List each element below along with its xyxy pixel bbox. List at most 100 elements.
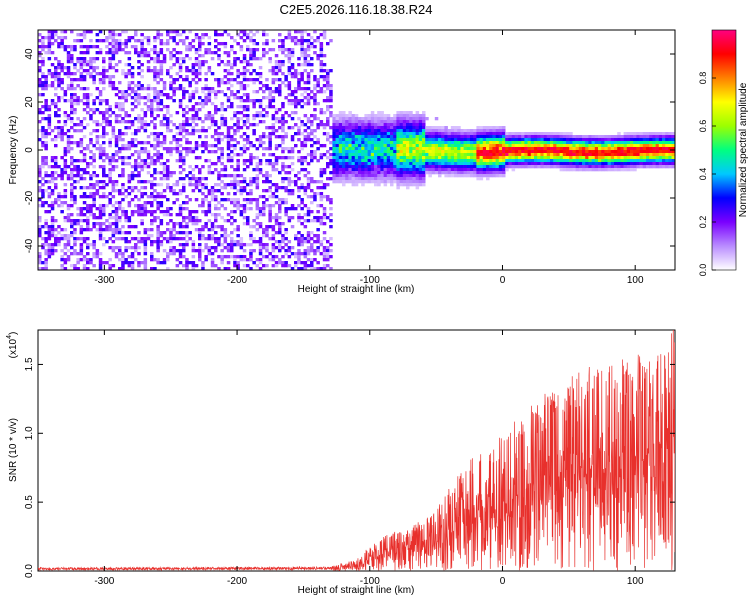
- heatmap-cell: [425, 150, 429, 154]
- heatmap-cell: [230, 90, 234, 94]
- heatmap-cell: [230, 210, 234, 214]
- heatmap-cell: [367, 117, 372, 121]
- heatmap-cell: [169, 219, 173, 223]
- heatmap-cell: [50, 138, 55, 142]
- heatmap-cell: [201, 120, 205, 124]
- heatmap-cell: [329, 156, 333, 160]
- heatmap-cell: [172, 48, 176, 52]
- heatmap-cell: [86, 69, 90, 73]
- heatmap-cell: [236, 123, 240, 127]
- heatmap-cell: [50, 222, 55, 226]
- heatmap-cell: [242, 243, 247, 247]
- heatmap-cell: [498, 156, 503, 160]
- heatmap-cell: [182, 264, 186, 268]
- heatmap-cell: [38, 69, 42, 73]
- heatmap-cell: [73, 63, 77, 67]
- heatmap-cell: [169, 51, 173, 55]
- heatmap-cell: [322, 246, 327, 250]
- heatmap-cell: [233, 144, 237, 148]
- heatmap-cell: [374, 153, 378, 157]
- heatmap-cell: [284, 237, 288, 241]
- heatmap-cell: [76, 165, 80, 169]
- heatmap-cell: [473, 156, 477, 160]
- heatmap-cell: [114, 189, 119, 193]
- heatmap-cell: [326, 96, 330, 100]
- heatmap-cell: [300, 105, 304, 109]
- heatmap-cell: [169, 252, 173, 256]
- heatmap-cell: [60, 258, 64, 262]
- heatmap-cell: [137, 54, 141, 58]
- heatmap-cell: [342, 162, 346, 166]
- heatmap-cell: [319, 75, 324, 79]
- heatmap-cell: [159, 153, 164, 157]
- heatmap-cell: [73, 201, 77, 205]
- heatmap-cell: [223, 81, 228, 85]
- heatmap-cell: [114, 42, 119, 46]
- heatmap-cell: [201, 144, 205, 148]
- heatmap-cell: [342, 126, 346, 130]
- heatmap-cell: [303, 168, 308, 172]
- heatmap-cell: [310, 180, 314, 184]
- heatmap-cell: [489, 132, 493, 136]
- heatmap-cell: [556, 162, 560, 166]
- heatmap-cell: [351, 123, 356, 127]
- heatmap-cell: [111, 36, 116, 40]
- heatmap-cell: [313, 108, 317, 112]
- heatmap-cell: [127, 192, 132, 196]
- heatmap-cell: [92, 174, 96, 178]
- heatmap-cell: [156, 132, 160, 136]
- heatmap-cell: [134, 204, 138, 208]
- heatmap-cell: [518, 165, 522, 169]
- heatmap-cell: [402, 123, 407, 127]
- heatmap-cell: [281, 48, 285, 52]
- heatmap-cell: [217, 84, 221, 88]
- heatmap-cell: [255, 162, 260, 166]
- heatmap-cell: [194, 165, 199, 169]
- heatmap-cell: [38, 234, 42, 238]
- heatmap-cell: [70, 225, 74, 229]
- heatmap-cell: [268, 138, 272, 142]
- heatmap-cell: [102, 72, 106, 76]
- heatmap-cell: [121, 186, 125, 190]
- heatmap-cell: [473, 132, 477, 136]
- heatmap-cell: [156, 30, 160, 34]
- heatmap-cell: [249, 159, 253, 163]
- heatmap-cell: [457, 141, 461, 145]
- heatmap-cell: [534, 141, 538, 145]
- heatmap-cell: [111, 111, 116, 115]
- heatmap-cell: [482, 171, 487, 175]
- heatmap-cell: [214, 120, 218, 124]
- heatmap-cell: [255, 42, 260, 46]
- heatmap-cell: [140, 33, 144, 37]
- heatmap-cell: [617, 147, 621, 151]
- heatmap-cell: [345, 123, 349, 127]
- heatmap-cell: [399, 165, 404, 169]
- heatmap-cell: [169, 234, 173, 238]
- heatmap-cell: [178, 126, 183, 130]
- heatmap-cell: [188, 123, 192, 127]
- heatmap-cell: [585, 165, 589, 169]
- heatmap-cell: [345, 153, 349, 157]
- heatmap-cell: [102, 243, 106, 247]
- heatmap-cell: [329, 159, 333, 163]
- heatmap-cell: [258, 168, 263, 172]
- heatmap-cell: [486, 141, 490, 145]
- heatmap-cell: [354, 165, 359, 169]
- heatmap-cell: [274, 156, 279, 160]
- heatmap-cell: [380, 135, 384, 139]
- heatmap-cell: [220, 186, 224, 190]
- heatmap-cell: [297, 159, 301, 163]
- heatmap-cell: [76, 213, 80, 217]
- heatmap-cell: [438, 162, 442, 166]
- heatmap-cell: [268, 204, 272, 208]
- heatmap-cell: [393, 120, 397, 124]
- heatmap-cell: [50, 234, 55, 238]
- heatmap-cell: [278, 108, 282, 112]
- heatmap-cell: [194, 81, 199, 85]
- heatmap-cell: [268, 48, 272, 52]
- heatmap-cell: [345, 129, 349, 133]
- heatmap-cell: [194, 75, 199, 79]
- heatmap-cell: [284, 171, 288, 175]
- heatmap-cell: [150, 159, 154, 163]
- heatmap-cell: [380, 138, 384, 142]
